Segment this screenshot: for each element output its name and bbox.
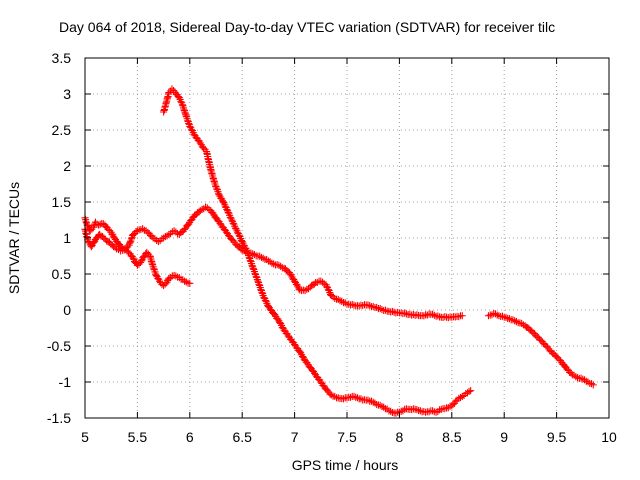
data-point (224, 208, 232, 216)
x-tick-label: 8 (396, 429, 404, 445)
series-satellite-track-3 (160, 85, 475, 417)
data-point (563, 365, 571, 373)
y-tick-label: 2.5 (52, 122, 72, 138)
data-point (226, 213, 234, 221)
data-marks (81, 85, 597, 417)
data-point (243, 248, 251, 256)
data-point (322, 385, 330, 393)
x-tick-label: 5 (81, 429, 89, 445)
data-point (255, 281, 263, 289)
data-point (228, 235, 236, 243)
data-point (252, 273, 260, 281)
data-point (107, 240, 115, 248)
x-tick-label: 9 (500, 429, 508, 445)
series-satellite-track-4 (484, 310, 597, 389)
data-point (589, 381, 597, 389)
x-tick-label: 8.5 (442, 429, 462, 445)
data-point (186, 279, 194, 287)
data-point (142, 250, 150, 258)
data-point (254, 277, 262, 285)
data-point (308, 281, 316, 289)
x-tick-label: 7.5 (337, 429, 357, 445)
data-point (245, 254, 253, 262)
data-point (458, 312, 466, 320)
grid-lines (85, 58, 609, 418)
y-tick-label: 3 (63, 86, 71, 102)
y-tick-label: -0.5 (47, 338, 71, 354)
y-axis-label: SDTVAR / TECUs (6, 182, 22, 294)
y-tick-label: 0 (63, 302, 71, 318)
data-point (223, 205, 231, 213)
data-point (127, 235, 135, 243)
data-point (248, 262, 256, 270)
y-tick-label: 2 (63, 158, 71, 174)
data-point (212, 182, 220, 190)
axis-ticks (84, 57, 610, 419)
x-tick-label: 6 (186, 429, 194, 445)
data-point (537, 336, 545, 344)
x-tick-label: 7 (291, 429, 299, 445)
data-point (219, 198, 227, 206)
data-point (257, 286, 265, 294)
data-point (449, 400, 457, 408)
data-point (249, 265, 257, 273)
series-satellite-track-1 (81, 214, 194, 290)
data-point (452, 397, 460, 405)
x-tick-labels: 5 5.5 6 6.5 7 7.5 8 8.5 9 9.5 10 (81, 429, 617, 445)
x-tick-label: 10 (601, 429, 617, 445)
data-point (246, 257, 254, 265)
data-point (150, 265, 158, 273)
y-tick-label: 3.5 (52, 50, 72, 66)
data-point (129, 254, 137, 262)
data-point (555, 356, 563, 364)
x-tick-label: 6.5 (232, 429, 252, 445)
data-point (526, 326, 534, 334)
data-point (103, 237, 111, 245)
y-tick-label: 1.5 (52, 194, 72, 210)
y-tick-label: 0.5 (52, 266, 72, 282)
data-point (144, 228, 152, 236)
chart-title: Day 064 of 2018, Sidereal Day-to-day VTE… (59, 19, 555, 35)
data-point (467, 387, 475, 395)
x-tick-label: 5.5 (128, 429, 148, 445)
data-point (553, 353, 561, 361)
data-point (258, 289, 266, 297)
x-tick-label: 9.5 (547, 429, 567, 445)
data-point (129, 230, 137, 238)
data-point (213, 185, 221, 193)
y-tick-label: 1 (63, 230, 71, 246)
y-tick-labels: 3.5 3 2.5 2 1.5 1 0.5 0 -0.5 -1 -1.5 (47, 50, 71, 426)
data-point (221, 203, 229, 211)
y-tick-label: -1.5 (47, 410, 71, 426)
data-point (126, 238, 134, 246)
series-satellite-track-2 (81, 203, 466, 322)
x-axis-label: GPS time / hours (292, 457, 399, 473)
data-point (542, 342, 550, 350)
data-point (251, 270, 259, 278)
data-point (100, 234, 108, 242)
y-tick-label: -1 (59, 374, 72, 390)
